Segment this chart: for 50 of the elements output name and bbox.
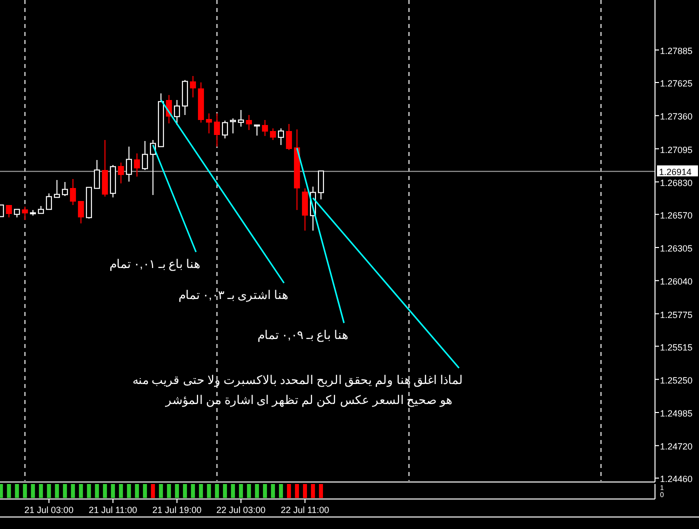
candlestick bbox=[126, 146, 132, 182]
annotation: هنا باع بـ ٠,٠١ تمام bbox=[109, 257, 200, 271]
x-tick-label: 21 Jul 19:00 bbox=[152, 505, 202, 515]
candlestick bbox=[318, 170, 324, 200]
ref-line-label: 1.26914 bbox=[659, 166, 692, 177]
y-tick-label: 1.26305 bbox=[660, 244, 693, 254]
y-tick-label: 1.27625 bbox=[660, 78, 693, 88]
annotation: هنا باع بـ ٠,٠٩ تمام bbox=[257, 328, 348, 342]
candlestick bbox=[190, 76, 196, 98]
y-tick-label: 1.27360 bbox=[660, 112, 693, 122]
y-tick-label: 1.25775 bbox=[660, 310, 693, 320]
candlestick bbox=[70, 178, 76, 206]
candlestick bbox=[142, 140, 148, 170]
candlestick bbox=[118, 162, 124, 184]
candlestick bbox=[270, 128, 276, 140]
candlestick bbox=[174, 100, 180, 126]
y-tick-label: 1.25250 bbox=[660, 375, 693, 386]
y-tick-label: 1.24460 bbox=[660, 474, 693, 484]
candlestick bbox=[262, 120, 268, 136]
y-tick-label: 1.24720 bbox=[660, 442, 693, 452]
candlestick bbox=[94, 160, 100, 189]
x-tick-label: 22 Jul 03:00 bbox=[216, 505, 266, 515]
candlestick bbox=[230, 118, 236, 134]
candlestick bbox=[214, 112, 220, 148]
y-tick-label: 1.26830 bbox=[660, 178, 693, 188]
candlestick bbox=[222, 120, 228, 139]
y-tick-label: 1.26570 bbox=[660, 210, 693, 220]
candlestick bbox=[206, 112, 212, 134]
candlestick bbox=[254, 124, 260, 136]
candlestick bbox=[22, 206, 28, 220]
candlestick bbox=[134, 152, 140, 178]
y-tick-label: 1.25515 bbox=[660, 342, 693, 352]
candlestick bbox=[62, 182, 68, 196]
x-tick-label: 22 Jul 11:00 bbox=[280, 505, 330, 515]
candlestick bbox=[54, 180, 60, 198]
x-tick-label: 21 Jul 03:00 bbox=[24, 505, 74, 515]
y-tick-label: 1.27095 bbox=[660, 144, 693, 155]
candlestick bbox=[246, 114, 252, 130]
candlestick bbox=[46, 192, 52, 210]
x-tick-label: 21 Jul 11:00 bbox=[88, 505, 138, 515]
candlestick bbox=[286, 124, 292, 150]
candlestick bbox=[78, 200, 84, 224]
y-tick-label: 1.24985 bbox=[660, 408, 693, 418]
candlestick bbox=[278, 128, 284, 146]
annotation: هنا اشترى بـ ٠,٠٣ تمام bbox=[178, 288, 288, 302]
y-tick-label: 1.26040 bbox=[660, 276, 693, 287]
y-tick-label: 1.27885 bbox=[660, 46, 693, 56]
candlestick bbox=[6, 204, 12, 218]
candlestick bbox=[302, 188, 308, 232]
candlestick bbox=[238, 110, 244, 128]
